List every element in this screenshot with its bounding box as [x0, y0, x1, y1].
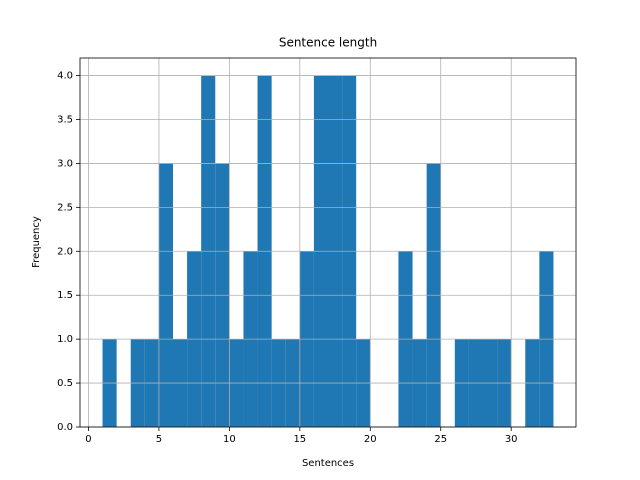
y-tick-label: 1.5 [57, 290, 73, 301]
chart-title: Sentence length [279, 36, 377, 50]
x-tick-label: 20 [364, 434, 377, 445]
y-tick-label: 4.0 [57, 71, 73, 82]
x-axis-label: Sentences [302, 458, 354, 469]
x-tick-label: 25 [434, 434, 447, 445]
y-tick-label: 1.0 [57, 334, 73, 345]
x-tick-label: 10 [223, 434, 236, 445]
x-tick-label: 15 [293, 434, 306, 445]
y-tick-label: 3.5 [57, 115, 73, 126]
y-tick-label: 2.5 [57, 202, 73, 213]
x-tick-label: 0 [85, 434, 91, 445]
plot-frame [79, 57, 577, 428]
y-axis-label: Frequency [31, 216, 42, 268]
y-tick-label: 0.0 [57, 422, 73, 433]
y-tick-label: 3.0 [57, 158, 73, 169]
y-tick-label: 0.5 [57, 378, 73, 389]
y-tick-label: 2.0 [57, 246, 73, 257]
x-tick-label: 5 [156, 434, 162, 445]
x-tick-label: 30 [505, 434, 518, 445]
